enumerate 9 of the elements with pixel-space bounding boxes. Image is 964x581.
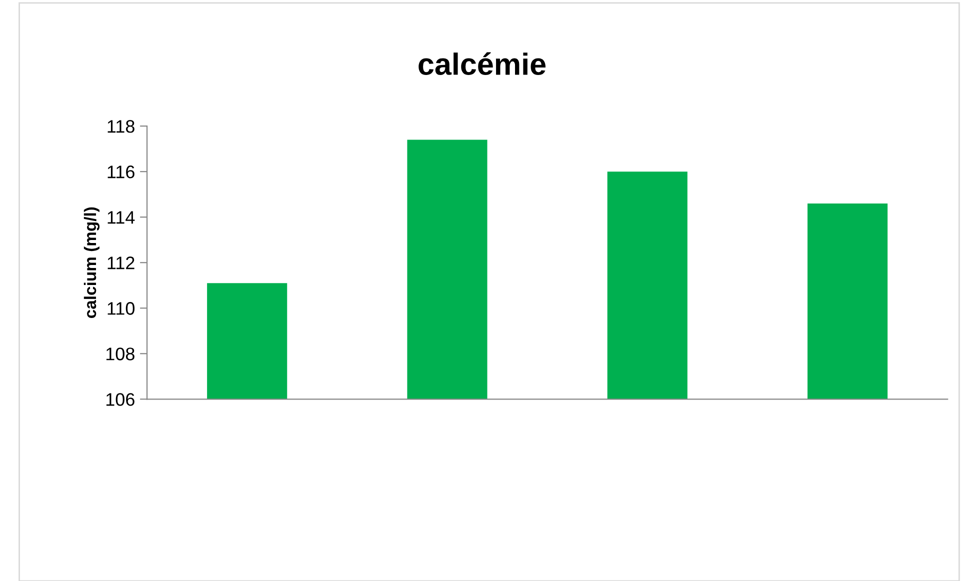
- y-tick-label: 106: [106, 393, 134, 406]
- y-tick-label: 108: [106, 348, 134, 360]
- y-tick-label: 118: [108, 120, 134, 133]
- y-tick-label: 110: [108, 302, 134, 315]
- y-tick-label: 116: [108, 166, 134, 178]
- y-tick-label: 114: [108, 211, 135, 224]
- chart-title: calcémie: [418, 52, 546, 76]
- y-tick-label: 112: [108, 256, 134, 270]
- y-axis-title: calcium (mg/l): [84, 207, 100, 318]
